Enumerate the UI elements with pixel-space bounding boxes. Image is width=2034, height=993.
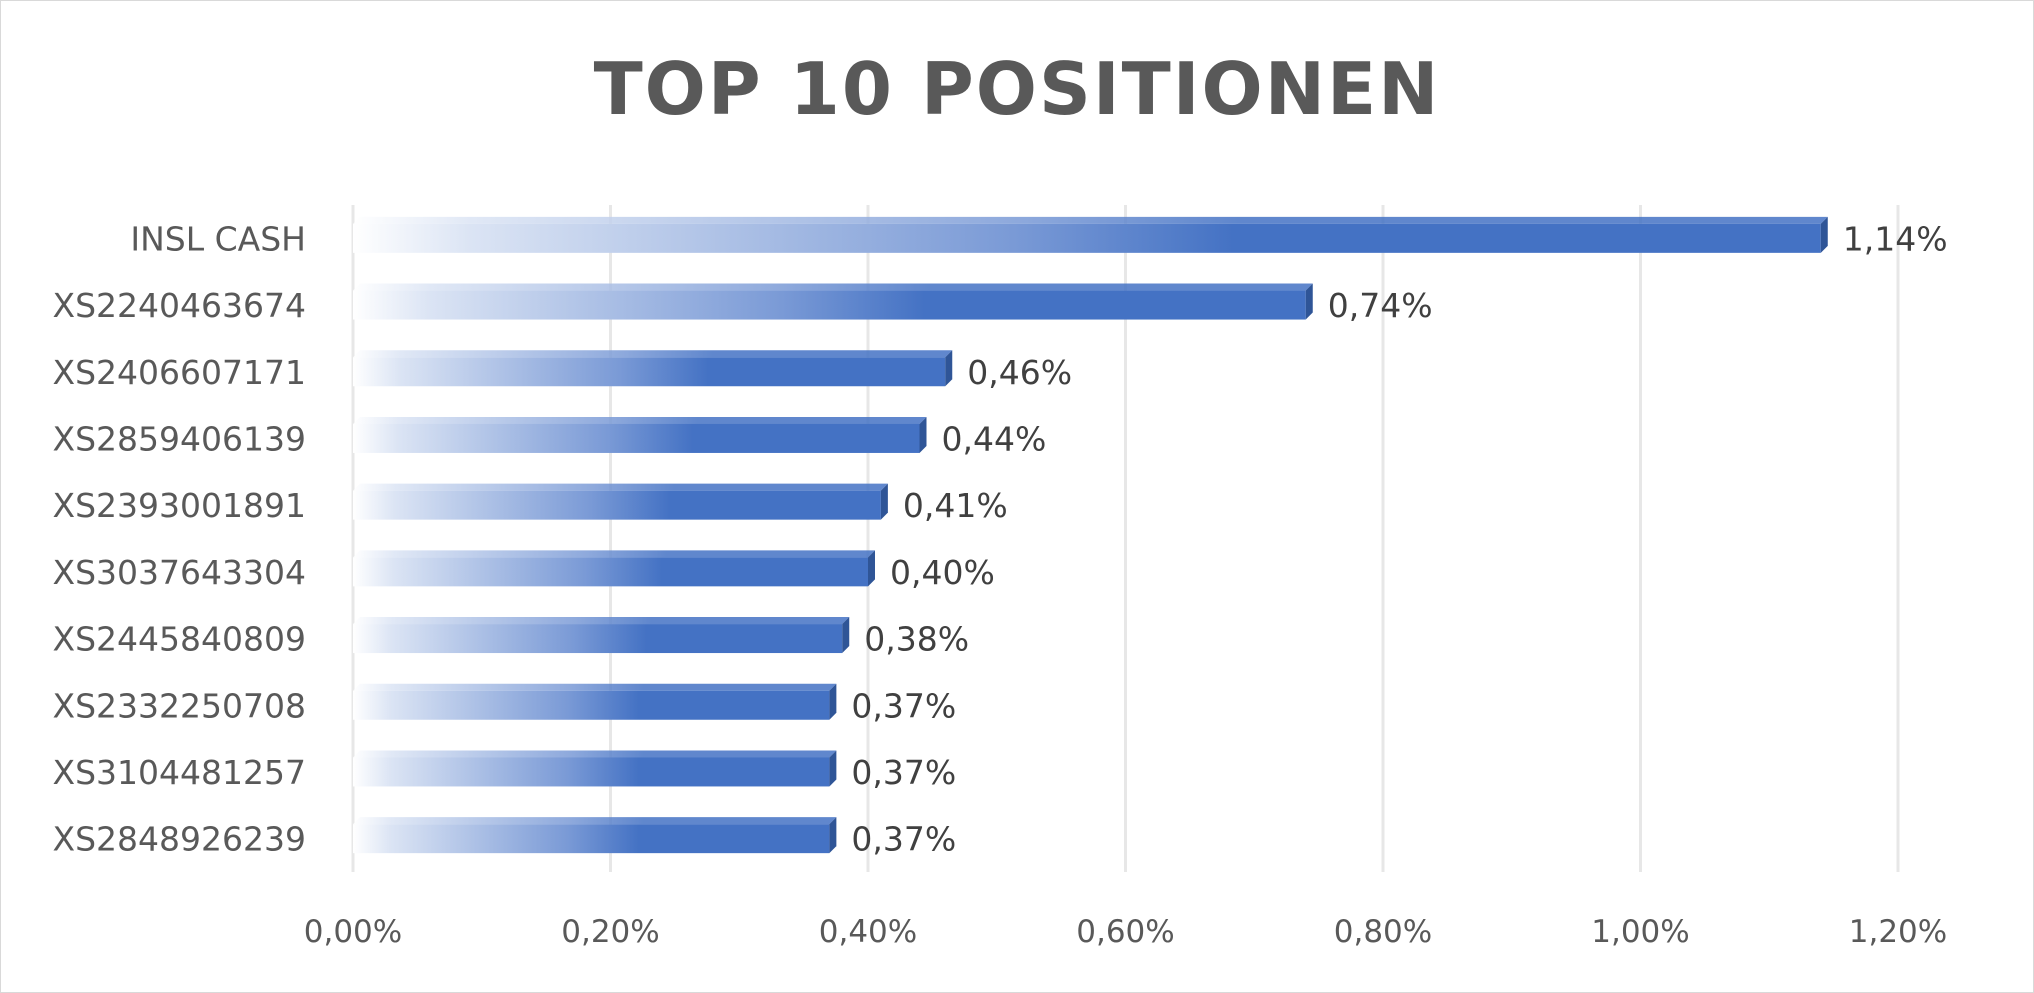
bar[interactable] (353, 350, 953, 387)
x-tick-label: 1,00% (1591, 914, 1689, 950)
x-tick-label: 0,40% (819, 914, 917, 950)
bar-side-face (880, 483, 888, 520)
bar-value-label: 0,37% (851, 753, 956, 792)
bar-front-face (353, 490, 881, 520)
bar-top-face (353, 283, 1313, 291)
bar-front-face (353, 290, 1306, 320)
bar-front-face (353, 557, 868, 587)
bar-value-label: 0,37% (851, 686, 956, 725)
bar-front-face (353, 624, 843, 654)
bar-value-label: 0,46% (967, 353, 1072, 392)
bar[interactable] (353, 283, 1313, 320)
bar[interactable] (353, 617, 850, 654)
category-label: XS2406607171 (52, 353, 306, 392)
bar[interactable] (353, 683, 837, 720)
bar-top-face (353, 550, 875, 558)
bar-value-label: 0,38% (864, 620, 969, 659)
x-tick-label: 1,20% (1849, 914, 1947, 950)
category-label: XS2848926239 (52, 820, 306, 859)
bar[interactable] (353, 750, 837, 787)
bar-front-face (353, 757, 830, 787)
bar-top-face (353, 483, 888, 491)
category-label: XS2859406139 (52, 419, 306, 458)
bar-front-face (353, 690, 830, 720)
bar-value-label: 1,14% (1843, 219, 1948, 258)
bar-side-face (829, 817, 837, 854)
bar-side-face (868, 550, 875, 587)
x-tick-label: 0,80% (1334, 914, 1432, 950)
category-label: XS2240463674 (52, 286, 306, 325)
category-label: XS2445840809 (52, 620, 306, 659)
bar-side-face (829, 683, 837, 720)
bar-top-face (353, 216, 1828, 224)
bar[interactable] (353, 483, 888, 520)
bar-value-label: 0,74% (1328, 286, 1433, 325)
bar[interactable] (353, 416, 927, 453)
bar-top-face (353, 750, 837, 758)
bar-value-label: 0,44% (942, 419, 1047, 458)
category-label: INSL CASH (130, 219, 306, 258)
bar-front-face (353, 223, 1821, 253)
bars: 1,14% INSL CASH 0,74% XS2240463674 0,46% XS24… (52, 216, 1948, 859)
x-tick-label: 0,00% (304, 914, 402, 950)
bar-side-face (919, 416, 927, 453)
bar[interactable] (353, 817, 837, 854)
category-label: XS2393001891 (52, 486, 306, 525)
category-label: XS3037643304 (52, 553, 306, 592)
x-tick-label: 0,60% (1076, 914, 1174, 950)
bar-value-label: 0,41% (903, 486, 1008, 525)
bar-front-face (353, 423, 920, 453)
bar-top-face (353, 683, 837, 691)
bar-top-face (353, 416, 927, 424)
bar-side-face (1820, 216, 1828, 253)
x-axis-ticks: 0,00% 0,20% 0,40% 0,60% 0,80% 1,00% 1,20% (304, 914, 1947, 950)
bar-side-face (829, 750, 837, 787)
bar-side-face (842, 617, 850, 654)
category-label: XS2332250708 (52, 686, 306, 725)
bar-front-face (353, 357, 946, 387)
chart-title: TOP 10 POSITIONEN (593, 47, 1441, 131)
category-label: XS3104481257 (52, 753, 306, 792)
bar-value-label: 0,40% (890, 553, 995, 592)
bar-top-face (353, 350, 953, 358)
x-tick-label: 0,20% (561, 914, 659, 950)
bar-front-face (353, 824, 830, 854)
bar-top-face (353, 817, 837, 825)
bar-top-face (353, 617, 850, 625)
bar-value-label: 0,37% (851, 820, 956, 859)
bar-side-face (945, 350, 953, 387)
bar[interactable] (353, 216, 1828, 253)
bar-side-face (1305, 283, 1313, 320)
bar[interactable] (353, 550, 875, 587)
